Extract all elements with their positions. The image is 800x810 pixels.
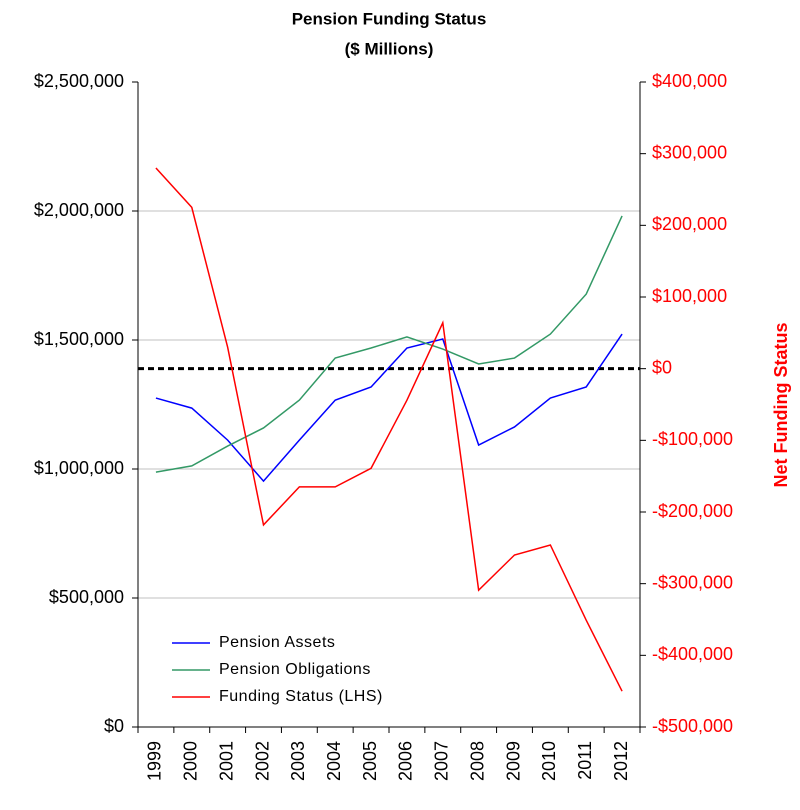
y-tick-label: $500,000 — [49, 587, 124, 607]
y-tick-label: $2,000,000 — [34, 200, 124, 220]
legend-label: Pension Obligations — [219, 661, 371, 678]
x-tick-label: 2002 — [252, 741, 272, 781]
y-tick-label: $1,500,000 — [34, 329, 124, 349]
y2-tick-label: $400,000 — [652, 71, 727, 91]
y2-tick-label: -$200,000 — [652, 501, 733, 521]
x-tick-label: 2001 — [216, 741, 236, 781]
y-tick-label: $1,000,000 — [34, 458, 124, 478]
x-tick-label: 2003 — [288, 741, 308, 781]
y-tick-label: $0 — [104, 716, 124, 736]
series-line — [155, 333, 623, 483]
x-tick-label: 2000 — [181, 741, 201, 781]
x-tick-label: 2009 — [503, 741, 523, 781]
chart-subtitle: ($ Millions) — [345, 39, 434, 58]
series-line — [155, 167, 623, 692]
x-tick-label: 2012 — [611, 741, 631, 781]
y2-tick-label: $100,000 — [652, 286, 727, 306]
y2-tick-label: -$300,000 — [652, 572, 733, 592]
y2-tick-label: -$100,000 — [652, 429, 733, 449]
y2-tick-label: $0 — [652, 357, 672, 377]
y2-tick-label: -$400,000 — [652, 644, 733, 664]
x-tick-label: 2011 — [575, 741, 595, 780]
series-line — [155, 215, 623, 473]
y2-tick-label: -$500,000 — [652, 716, 733, 736]
x-tick-label: 2008 — [467, 741, 487, 781]
y2-axis-label: Net Funding Status — [771, 323, 791, 488]
y2-tick-label: $300,000 — [652, 142, 727, 162]
x-tick-label: 1999 — [145, 741, 165, 781]
x-tick-label: 2004 — [324, 741, 344, 781]
chart-title: Pension Funding Status — [292, 9, 487, 28]
x-tick-label: 2007 — [432, 741, 452, 781]
legend-label: Pension Assets — [219, 634, 335, 651]
x-tick-label: 2005 — [360, 741, 380, 781]
y-tick-label: $2,500,000 — [34, 71, 124, 91]
y2-tick-label: $200,000 — [652, 214, 727, 234]
legend-label: Funding Status (LHS) — [219, 688, 383, 705]
x-tick-label: 2006 — [396, 741, 416, 781]
x-tick-label: 2010 — [539, 741, 559, 781]
